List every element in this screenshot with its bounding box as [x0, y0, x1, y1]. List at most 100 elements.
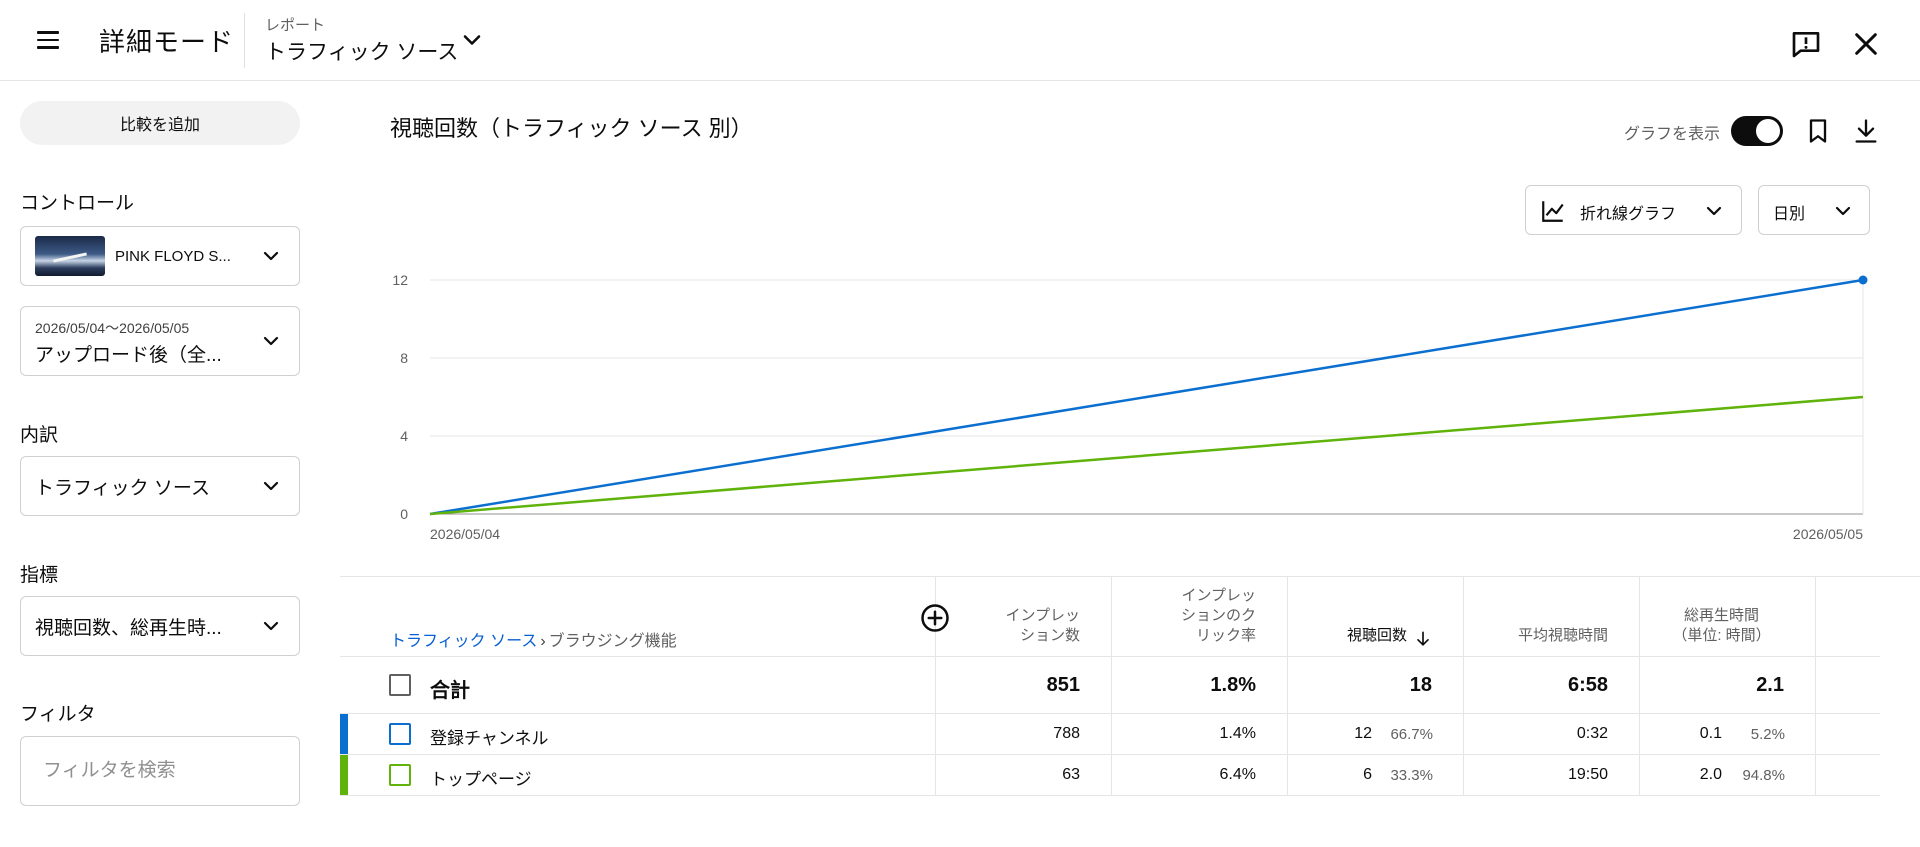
chevron-down-icon [263, 481, 279, 491]
chevron-down-icon [263, 621, 279, 631]
report-label: レポート [265, 17, 326, 34]
row-views-percent: 33.3% [1390, 767, 1433, 784]
row-views: 6 [1363, 766, 1372, 783]
bookmark-icon[interactable] [1804, 117, 1832, 145]
video-selector[interactable]: PINK FLOYD S... [20, 226, 300, 286]
chart-type-dropdown[interactable]: 折れ線グラフ [1525, 185, 1742, 235]
row-divider [340, 754, 1880, 755]
column-header-watch-time[interactable]: 総再生時間 （単位: 時間） [1659, 606, 1784, 646]
report-selector[interactable]: トラフィック ソース [265, 41, 459, 64]
sort-descending-icon[interactable] [1413, 629, 1433, 649]
line-chart: 0 4 8 12 2026/05/04 2026/05/05 [392, 272, 1868, 542]
column-header-line: ション数 [1019, 627, 1080, 644]
column-header-line: インプレッ [1005, 607, 1080, 624]
chevron-down-icon [1706, 206, 1722, 216]
menu-button[interactable] [28, 24, 68, 56]
breadcrumb-current: ブラウジング機能 [548, 633, 677, 650]
add-column-icon[interactable] [920, 603, 950, 633]
breadcrumb-link-traffic-source[interactable]: トラフィック ソース [390, 633, 538, 650]
chart-title: 視聴回数（トラフィック ソース 別） [390, 116, 753, 141]
column-divider [1815, 576, 1816, 796]
date-range: 2026/05/04～2026/05/05 [35, 320, 190, 336]
column-divider [1463, 576, 1464, 796]
interval-dropdown[interactable]: 日別 [1758, 185, 1870, 235]
download-icon[interactable] [1852, 117, 1880, 145]
column-header-views[interactable]: 視聴回数 [1307, 626, 1407, 646]
y-tick-label: 0 [400, 506, 408, 522]
show-graph-label: グラフを表示 [1624, 126, 1721, 143]
table-top-divider [340, 576, 1920, 577]
row-watch-time: 2.0 [1699, 766, 1722, 783]
row-watch-time: 0.1 [1699, 725, 1722, 742]
total-watch-time: 2.1 [1756, 674, 1784, 696]
app-title: 詳細モード [99, 27, 235, 57]
column-header-avg-duration[interactable]: 平均視聴時間 [1483, 626, 1608, 646]
x-tick-label: 2026/05/04 [430, 526, 500, 542]
y-tick-label: 8 [400, 350, 408, 366]
breadcrumb-separator: › [540, 633, 546, 650]
column-divider [935, 576, 936, 796]
row-avg-duration: 19:50 [1567, 766, 1608, 783]
column-header-impressions[interactable]: インプレッ ション数 [955, 606, 1080, 646]
column-divider [1287, 576, 1288, 796]
breakdown-value: トラフィック ソース [35, 478, 210, 499]
chart-type-label: 折れ線グラフ [1580, 206, 1677, 223]
series-color-bar [340, 755, 348, 795]
filter-heading: フィルタ [20, 704, 96, 725]
row-checkbox[interactable] [389, 723, 411, 745]
row-watch-time-percent: 94.8% [1742, 767, 1785, 784]
metrics-value: 視聴回数、総再生時... [35, 618, 222, 639]
menu-icon [37, 31, 59, 34]
metrics-selector[interactable]: 視聴回数、総再生時... [20, 596, 300, 656]
filter-search-input[interactable] [20, 736, 300, 806]
column-divider [1639, 576, 1640, 796]
row-divider [340, 656, 1880, 657]
row-ctr: 6.4% [1219, 766, 1256, 783]
total-checkbox[interactable] [389, 674, 411, 696]
total-ctr: 1.8% [1210, 674, 1256, 696]
x-tick-label: 2026/05/05 [1793, 526, 1863, 542]
column-header-line: リック率 [1195, 627, 1256, 644]
breadcrumb: トラフィック ソース › ブラウジング機能 [390, 627, 677, 651]
add-comparison-button[interactable]: 比較を追加 [20, 101, 300, 145]
column-header-line: ションのク [1180, 607, 1256, 624]
chevron-down-icon[interactable] [458, 26, 486, 54]
row-impressions: 788 [1053, 725, 1080, 742]
row-avg-duration: 0:32 [1576, 725, 1608, 742]
column-header-line: （単位: 時間） [1672, 627, 1771, 644]
menu-icon [37, 46, 59, 49]
column-header-line: 平均視聴時間 [1517, 627, 1608, 644]
breakdown-selector[interactable]: トラフィック ソース [20, 456, 300, 516]
show-graph-toggle[interactable] [1731, 116, 1783, 146]
row-impressions: 63 [1062, 766, 1080, 783]
date-preset: アップロード後（全... [35, 345, 222, 366]
y-tick-label: 4 [400, 428, 408, 444]
total-label: 合計 [430, 680, 470, 702]
column-header-line: 総再生時間 [1683, 607, 1759, 624]
controls-heading: コントロール [20, 193, 135, 214]
series-line [429, 278, 1864, 516]
date-selector[interactable]: 2026/05/04～2026/05/05 アップロード後（全... [20, 306, 300, 376]
series-color-bar [340, 714, 348, 754]
breakdown-heading: 内訳 [20, 425, 59, 446]
row-views-percent: 66.7% [1390, 726, 1433, 743]
row-ctr: 1.4% [1219, 725, 1256, 742]
title-divider [244, 13, 245, 68]
video-thumbnail [35, 236, 105, 276]
video-name: PINK FLOYD S... [115, 248, 231, 265]
column-header-line: インプレッ [1181, 587, 1256, 604]
feedback-icon[interactable] [1790, 28, 1822, 60]
interval-label: 日別 [1773, 206, 1806, 223]
row-label: トップページ [430, 770, 532, 789]
column-header-line: 視聴回数 [1346, 627, 1407, 644]
total-avg-duration: 6:58 [1567, 674, 1608, 696]
top-bar: 詳細モード レポート トラフィック ソース [0, 0, 1920, 81]
total-impressions: 851 [1046, 674, 1080, 696]
close-icon[interactable] [1850, 28, 1882, 60]
menu-icon [37, 38, 59, 42]
column-divider [1111, 576, 1112, 796]
row-views: 12 [1354, 725, 1372, 742]
total-views: 18 [1409, 674, 1432, 696]
column-header-ctr[interactable]: インプレッ ションのク リック率 [1131, 586, 1256, 646]
row-checkbox[interactable] [389, 764, 411, 786]
